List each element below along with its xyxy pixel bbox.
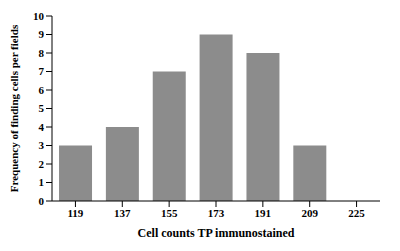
- svg-text:8: 8: [39, 47, 45, 59]
- svg-text:Cell counts TP immunostained: Cell counts TP immunostained: [138, 226, 295, 240]
- svg-text:209: 209: [301, 207, 318, 219]
- svg-text:10: 10: [33, 10, 45, 22]
- svg-text:119: 119: [67, 207, 83, 219]
- svg-text:5: 5: [39, 102, 45, 114]
- svg-text:4: 4: [39, 121, 45, 133]
- svg-text:173: 173: [208, 207, 225, 219]
- svg-text:Frequency of finding cells per: Frequency of finding cells per fields: [8, 24, 20, 192]
- svg-text:191: 191: [255, 207, 272, 219]
- svg-text:0: 0: [39, 195, 45, 207]
- svg-text:155: 155: [161, 207, 178, 219]
- svg-text:3: 3: [39, 139, 45, 151]
- svg-text:7: 7: [39, 65, 45, 77]
- svg-text:1: 1: [39, 176, 45, 188]
- svg-text:2: 2: [39, 158, 45, 170]
- svg-text:6: 6: [39, 84, 45, 96]
- svg-text:9: 9: [39, 28, 45, 40]
- svg-text:137: 137: [114, 207, 131, 219]
- svg-text:225: 225: [348, 207, 365, 219]
